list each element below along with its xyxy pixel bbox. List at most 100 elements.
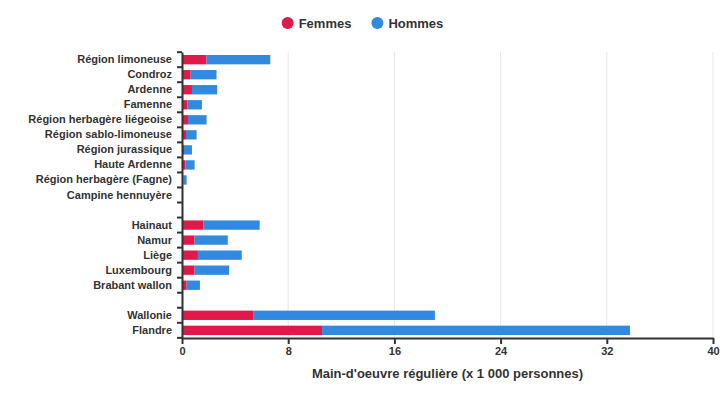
y-separator (177, 156, 182, 158)
x-tick: 40 (707, 338, 719, 357)
x-tick-mark (713, 338, 715, 344)
y-separator (177, 322, 182, 324)
grid-line (500, 52, 501, 338)
bar (191, 70, 217, 79)
y-separator (177, 96, 182, 98)
bar (322, 326, 630, 335)
y-separator (177, 292, 182, 294)
x-tick-mark (182, 338, 184, 344)
y-tick-label: Région limoneuse (77, 53, 172, 65)
bar (182, 55, 207, 64)
y-separator (177, 51, 182, 53)
y-separator (177, 277, 182, 279)
grid-line (182, 52, 183, 338)
y-tick: Luxembourg (105, 264, 182, 276)
grid (182, 52, 713, 338)
y-tick-label: Région sablo-limoneuse (45, 128, 172, 140)
grid-line (288, 52, 289, 338)
bar (182, 266, 195, 275)
y-tick: Wallonie (127, 309, 182, 321)
bar (203, 220, 259, 229)
y-tick-label: Brabant wallon (93, 279, 172, 291)
y-tick: Région limoneuse (77, 53, 182, 65)
bar (182, 311, 254, 320)
x-tick-label: 40 (707, 345, 719, 357)
bar (207, 55, 271, 64)
bar (187, 281, 200, 290)
bar (192, 85, 217, 94)
chart: 0 8 16 24 32 40 Région limoneuse Condroz Ardenne… (0, 0, 725, 400)
y-tick: Flandre (132, 324, 182, 336)
legend-item: Femmes (282, 16, 352, 31)
y-separator (177, 126, 182, 128)
bar (188, 115, 207, 124)
bar (186, 130, 197, 139)
y-tick-label: Haute Ardenne (94, 158, 172, 170)
y-axis: Région limoneuse Condroz Ardenne Famenne Rég… (28, 52, 182, 338)
y-tick-label: Liège (143, 249, 172, 261)
x-tick-label: 32 (601, 345, 613, 357)
y-tick-label: Wallonie (127, 309, 172, 321)
bar (184, 145, 192, 154)
y-separator (177, 337, 182, 339)
y-tick: Région herbagère (Fagne) (36, 173, 182, 185)
y-separator (177, 202, 182, 204)
x-axis: 0 8 16 24 32 40 (179, 338, 719, 357)
x-tick: 32 (601, 338, 613, 357)
y-tick-label: Campine hennuyère (67, 189, 172, 201)
bar (182, 326, 322, 335)
x-tick-mark (288, 338, 290, 344)
legend-label: Femmes (299, 16, 352, 31)
x-tick-label: 8 (286, 345, 292, 357)
y-tick-label: Région herbagère (Fagne) (36, 173, 173, 185)
y-tick-label: Région jurassique (77, 143, 172, 155)
y-separator (177, 66, 182, 68)
bar (182, 250, 198, 259)
y-tick-label: Hainaut (132, 219, 173, 231)
y-tick: Condroz (127, 68, 182, 80)
bar (187, 100, 202, 109)
y-separator (177, 81, 182, 83)
y-tick: Région herbagère liégeoise (28, 113, 182, 125)
y-separator (177, 171, 182, 173)
legend-label: Hommes (388, 16, 443, 31)
bar (195, 266, 230, 275)
y-tick: Région jurassique (77, 143, 182, 155)
x-tick: 24 (495, 338, 508, 357)
bar (195, 235, 228, 244)
y-separator (177, 186, 182, 188)
y-tick-label: Ardenne (127, 83, 172, 95)
x-tick: 16 (389, 338, 401, 357)
y-tick: Liège (143, 249, 182, 261)
y-separator (177, 262, 182, 264)
y-tick: Hainaut (132, 219, 182, 231)
x-tick-mark (394, 338, 396, 344)
grid-line (606, 52, 607, 338)
y-tick-label: Région herbagère liégeoise (28, 113, 172, 125)
y-tick-label: Flandre (132, 324, 172, 336)
y-axis-line (182, 53, 184, 339)
series (182, 55, 322, 335)
y-separator (177, 111, 182, 113)
x-axis-line (183, 338, 714, 340)
grid-line (394, 52, 395, 338)
y-tick: Brabant wallon (93, 279, 182, 291)
x-tick: 0 (179, 338, 185, 357)
x-tick-label: 0 (179, 345, 185, 357)
y-tick: Namur (137, 234, 182, 246)
plot: 0 8 16 24 32 40 Région limoneuse Condroz Ardenne… (28, 52, 719, 357)
grid-line (713, 52, 714, 338)
bars (182, 55, 630, 335)
bar (198, 250, 242, 259)
y-separators (177, 52, 182, 338)
legend-swatch (282, 17, 294, 29)
x-tick-label: 24 (495, 345, 508, 357)
y-separator (177, 232, 182, 234)
bar (182, 235, 195, 244)
x-tick: 8 (286, 338, 292, 357)
y-tick: Région sablo-limoneuse (45, 128, 182, 140)
y-tick-label: Condroz (127, 68, 172, 80)
x-tick-mark (606, 338, 608, 344)
y-tick: Campine hennuyère (67, 189, 182, 201)
y-tick: Famenne (124, 98, 182, 110)
